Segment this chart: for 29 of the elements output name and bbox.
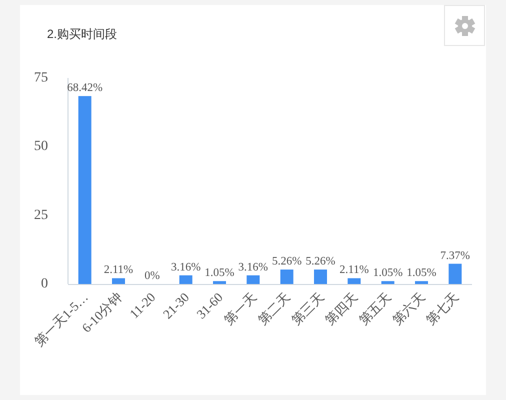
- bar: [213, 281, 226, 284]
- y-tick-label: 0: [41, 276, 48, 292]
- y-tick-label: 25: [34, 208, 48, 223]
- bar: [179, 275, 192, 284]
- data-label: 0%: [144, 270, 160, 282]
- data-label: 2.11%: [104, 264, 134, 276]
- data-label: 1.05%: [204, 267, 235, 280]
- bar: [415, 281, 428, 284]
- y-tick-label: 50: [34, 139, 48, 154]
- data-label: 7.37%: [440, 250, 470, 262]
- data-label: 2.11%: [340, 264, 370, 276]
- data-label: 1.05%: [406, 267, 437, 280]
- data-label: 5.26%: [306, 256, 336, 268]
- bar: [78, 96, 92, 284]
- bar: [348, 278, 361, 284]
- data-label: 3.16%: [238, 261, 268, 274]
- y-tick-label: 75: [34, 70, 48, 86]
- bar: [448, 264, 462, 284]
- x-tick-label: 第一天: [221, 290, 260, 328]
- chart-title: 2.购买时间段: [47, 27, 118, 41]
- bar: [112, 278, 125, 284]
- bar: [280, 270, 294, 284]
- data-label: 68.42%: [67, 82, 103, 94]
- data-label: 1.05%: [372, 267, 404, 280]
- data-label: 3.16%: [170, 261, 202, 274]
- data-label: 5.26%: [272, 256, 302, 268]
- bar: [246, 275, 260, 284]
- bar: [381, 281, 394, 284]
- bar: [314, 270, 327, 284]
